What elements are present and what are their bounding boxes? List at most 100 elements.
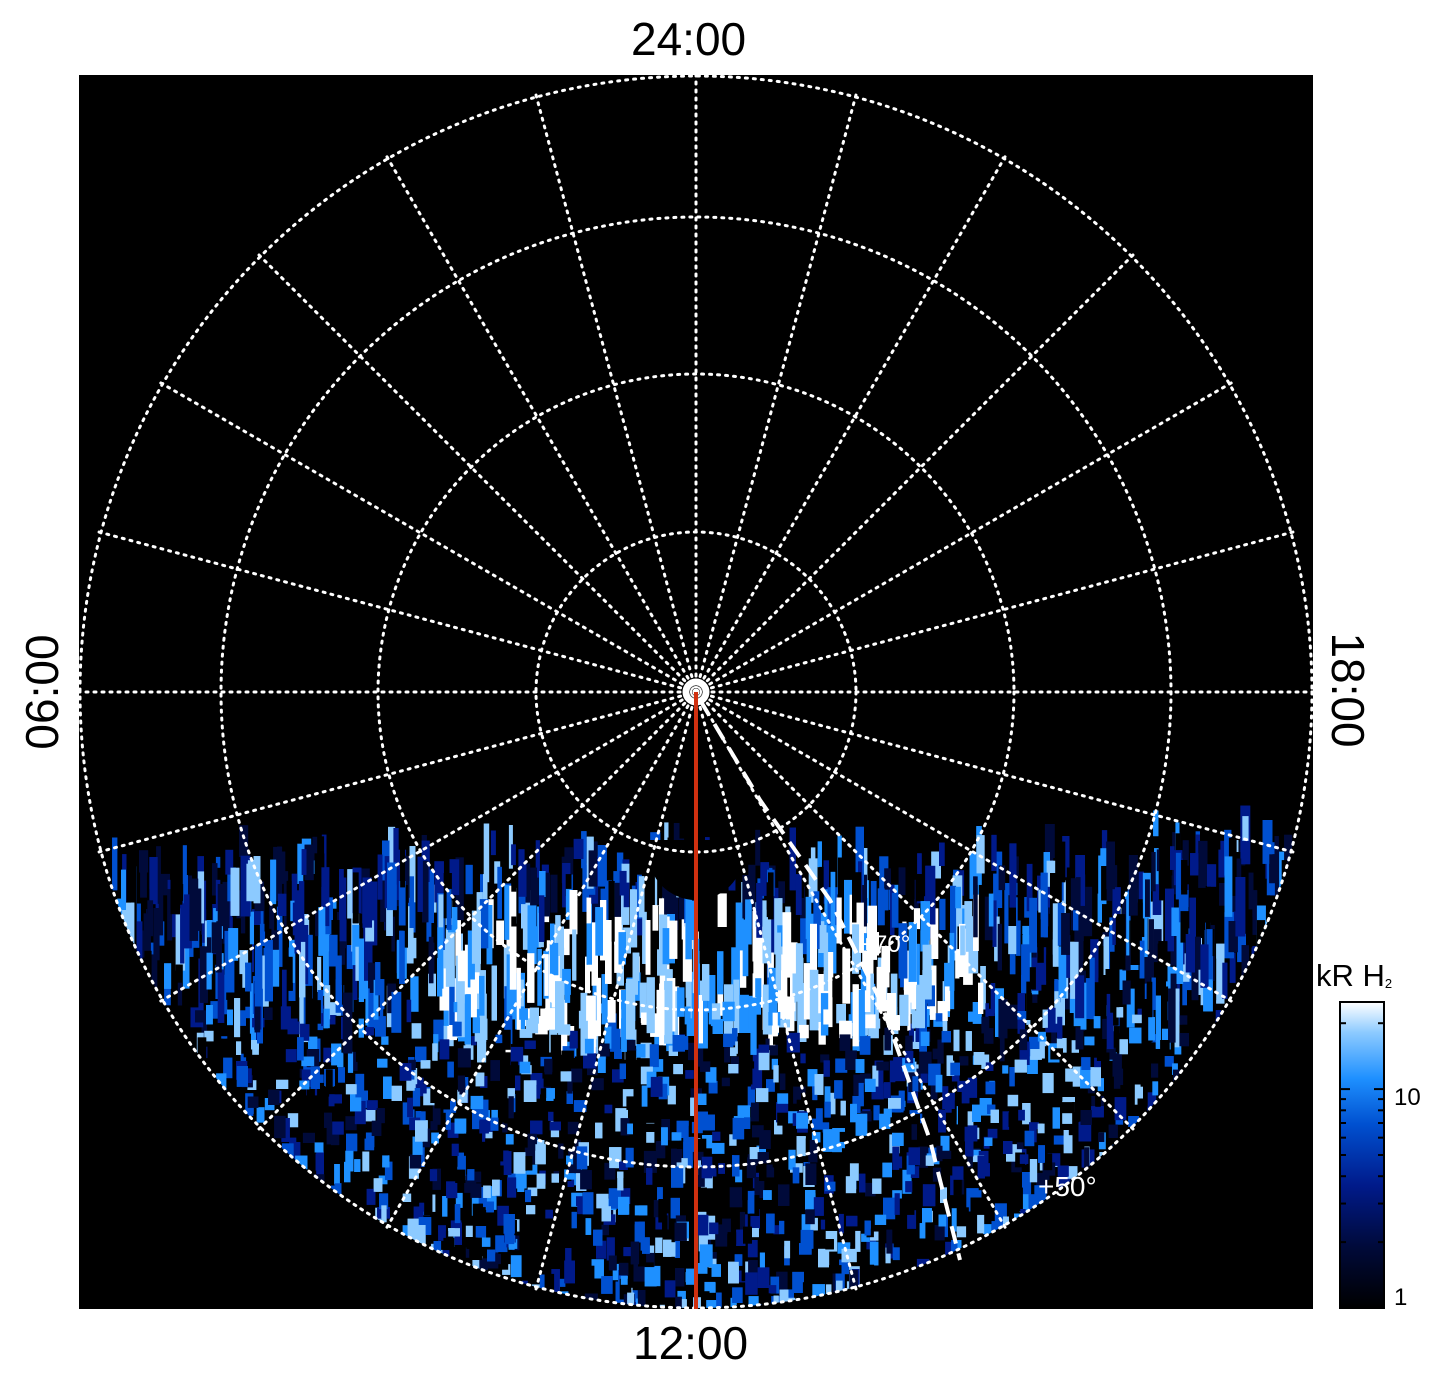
emission-streak (472, 1203, 483, 1218)
emission-streak (873, 1105, 880, 1121)
emission-streak (507, 1177, 517, 1198)
emission-streak (564, 970, 571, 1003)
emission-streak (503, 1151, 512, 1175)
emission-streak (874, 1060, 884, 1085)
emission-streak (566, 1091, 573, 1104)
emission-streak (650, 1013, 661, 1037)
emission-streak (509, 926, 517, 990)
emission-streak (588, 850, 597, 887)
emission-streak (521, 1156, 533, 1171)
emission-streak (212, 863, 218, 896)
emission-streak (610, 1028, 621, 1052)
emission-streak (777, 1178, 787, 1188)
emission-streak (478, 1187, 487, 1208)
emission-streak (432, 884, 437, 913)
emission-streak (1224, 829, 1232, 876)
emission-streak (596, 1240, 607, 1259)
emission-streak (457, 1075, 465, 1092)
emission-streak (879, 1113, 891, 1129)
emission-streak (367, 987, 377, 1029)
emission-streak (318, 907, 326, 956)
emission-streak (704, 1123, 712, 1141)
emission-streak (497, 866, 502, 919)
emission-streak (899, 994, 909, 1026)
emission-streak (551, 1173, 559, 1183)
emission-streak (381, 1205, 387, 1223)
emission-streak (297, 843, 304, 884)
emission-streak (952, 1166, 964, 1180)
emission-streak (1048, 1141, 1062, 1151)
emission-streak (984, 954, 990, 985)
emission-streak (448, 1228, 460, 1237)
emission-streak (685, 895, 692, 960)
emission-streak (972, 1104, 981, 1122)
colorbar-title-text: kR H (1316, 958, 1385, 993)
emission-streak (776, 1271, 788, 1295)
emission-streak (1152, 1081, 1159, 1096)
emission-streak (302, 1132, 315, 1143)
emission-streak (439, 1039, 450, 1060)
emission-streak (479, 1258, 488, 1270)
emission-streak (840, 1100, 846, 1116)
emission-streak (247, 1096, 259, 1108)
emission-streak (956, 1226, 967, 1238)
emission-streak (671, 1149, 683, 1167)
emission-streak (625, 1147, 634, 1168)
emission-streak (280, 1006, 291, 1030)
emission-streak (429, 1169, 438, 1182)
emission-streak (464, 1132, 476, 1156)
emission-streak (1102, 1018, 1109, 1039)
emission-streak (988, 893, 994, 927)
emission-streak (380, 859, 388, 922)
emission-streak (965, 1133, 974, 1157)
emission-streak (809, 969, 819, 1031)
emission-streak (523, 859, 531, 903)
emission-streak (834, 1080, 843, 1099)
emission-streak (1145, 879, 1150, 917)
emission-streak (973, 876, 978, 938)
emission-streak (883, 1197, 896, 1220)
emission-streak (1042, 1073, 1054, 1094)
emission-streak (323, 1051, 329, 1075)
emission-streak (498, 1252, 509, 1270)
emission-streak (558, 1278, 566, 1287)
emission-streak (802, 1282, 810, 1301)
emission-streak (409, 1154, 422, 1169)
emission-streak (312, 836, 318, 861)
emission-streak (112, 837, 118, 891)
emission-streak (1182, 1017, 1191, 1040)
emission-streak (755, 829, 761, 866)
emission-streak (272, 930, 279, 958)
emission-streak (1057, 841, 1066, 883)
emission-streak (422, 860, 429, 923)
emission-streak (640, 1042, 652, 1059)
emission-streak (544, 1062, 553, 1075)
emission-streak (778, 1184, 790, 1206)
emission-streak (703, 1168, 717, 1177)
latitude-label-70: +70° (860, 931, 910, 958)
emission-streak (912, 1076, 919, 1092)
emission-streak (877, 888, 885, 926)
emission-streak (712, 1131, 721, 1141)
emission-streak (1056, 982, 1065, 1026)
emission-streak (270, 859, 277, 905)
emission-streak (908, 1147, 920, 1166)
emission-streak (1207, 864, 1217, 887)
emission-streak (276, 906, 283, 967)
emission-streak (686, 964, 692, 1019)
emission-streak (758, 1050, 770, 1071)
emission-streak (323, 948, 329, 996)
emission-streak (779, 1220, 785, 1235)
emission-streak (201, 1014, 208, 1038)
emission-streak (777, 1093, 789, 1104)
latitude-label-50: +50° (1038, 1171, 1097, 1202)
emission-streak (935, 1013, 943, 1022)
emission-streak (717, 951, 724, 995)
emission-streak (561, 1050, 574, 1061)
emission-streak (230, 867, 240, 916)
emission-streak (610, 1202, 616, 1223)
emission-streak (920, 901, 930, 941)
emission-streak (849, 1163, 859, 1181)
emission-streak (437, 958, 443, 997)
emission-streak (674, 1238, 680, 1258)
